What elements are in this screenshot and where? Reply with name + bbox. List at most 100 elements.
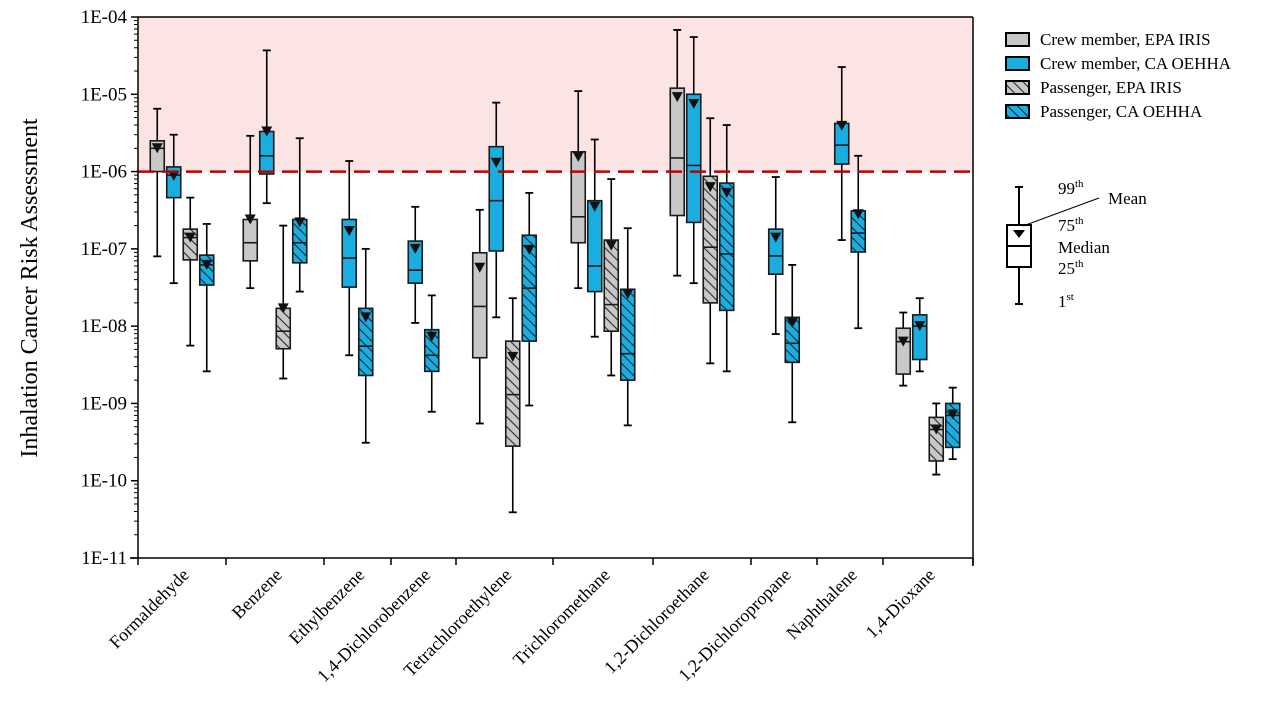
category-group-benzene xyxy=(242,49,308,380)
legend-swatch xyxy=(1005,56,1030,71)
category-group-formaldehyde xyxy=(149,107,215,373)
box-passenger-epa-iris xyxy=(275,224,292,380)
mean-marker xyxy=(572,151,584,162)
key-label-mean: Mean xyxy=(1108,189,1147,208)
box-iqr xyxy=(570,151,587,244)
key-mean-marker xyxy=(1013,230,1025,238)
mean-marker xyxy=(671,92,683,103)
y-tick-label: 1E-05 xyxy=(81,84,127,105)
box-iqr xyxy=(669,87,686,217)
legend-item: Passenger, EPA IRIS xyxy=(1005,78,1182,97)
risk-threshold-shaded-region xyxy=(138,17,973,172)
category-group-ethylbenzene xyxy=(341,160,374,444)
mean-marker xyxy=(688,98,700,109)
y-tick-label: 1E-11 xyxy=(81,548,127,569)
box-iqr xyxy=(718,182,735,312)
category-group-trichloromethane xyxy=(570,90,636,427)
box-passenger-ca-oehha xyxy=(357,247,374,444)
y-axis-title: Inhalation Cancer Risk Assessment xyxy=(17,118,43,458)
box-passenger-ca-oehha xyxy=(850,154,867,330)
box-passenger-epa-iris xyxy=(702,117,719,365)
x-category-label: Benzene xyxy=(228,565,286,623)
box-iqr xyxy=(767,228,784,275)
box-crew-member-epa-iris xyxy=(669,29,686,277)
mean-marker xyxy=(507,351,519,362)
legend-label: Passenger, CA OEHHA xyxy=(1040,102,1203,121)
mean-marker xyxy=(409,243,421,254)
box-iqr xyxy=(242,218,259,262)
legend: Crew member, EPA IRIS Crew member, CA OEH… xyxy=(1005,30,1232,121)
legend-swatch xyxy=(1005,80,1030,95)
box-crew-member-ca-oehha xyxy=(833,66,850,241)
box-passenger-epa-iris xyxy=(603,178,620,377)
box-iqr xyxy=(619,288,636,381)
box-crew-member-epa-iris xyxy=(149,107,166,258)
box-crew-member-epa-iris xyxy=(570,90,587,290)
box-iqr xyxy=(423,328,440,373)
key-label-75th: 75th xyxy=(1058,215,1084,235)
box-crew-member-ca-oehha xyxy=(341,160,358,357)
category-group-1-4-dioxane xyxy=(895,297,961,476)
mean-marker xyxy=(261,126,273,137)
box-crew-member-ca-oehha xyxy=(911,297,928,373)
box-iqr xyxy=(471,251,488,359)
mean-marker xyxy=(721,187,733,198)
mean-marker xyxy=(622,289,634,300)
x-category-label: Trichloromethane xyxy=(509,565,614,670)
box-passenger-ca-oehha xyxy=(291,137,308,293)
box-passenger-ca-oehha xyxy=(784,264,801,424)
box-iqr xyxy=(944,402,961,449)
legend-swatch xyxy=(1005,104,1030,119)
legend-swatch xyxy=(1005,32,1030,47)
legend-item: Crew member, EPA IRIS xyxy=(1005,30,1211,49)
box-passenger-epa-iris xyxy=(928,402,945,476)
mean-marker xyxy=(474,262,486,273)
box-iqr xyxy=(702,175,719,304)
box-iqr xyxy=(275,307,292,350)
box-passenger-ca-oehha xyxy=(423,294,440,413)
box-crew-member-epa-iris xyxy=(242,134,259,290)
box-crew-member-ca-oehha xyxy=(586,138,603,338)
mean-marker xyxy=(426,331,438,342)
box-iqr xyxy=(603,239,620,333)
mean-marker xyxy=(294,217,306,228)
x-category-label: Formaldehyde xyxy=(105,565,193,653)
mean-marker xyxy=(168,170,180,181)
legend-label: Passenger, EPA IRIS xyxy=(1040,78,1182,97)
box-crew-member-ca-oehha xyxy=(258,49,275,205)
y-tick-label: 1E-08 xyxy=(81,316,127,337)
box-passenger-ca-oehha xyxy=(944,386,961,461)
legend-label: Crew member, CA OEHHA xyxy=(1040,54,1232,73)
mean-marker xyxy=(897,336,909,347)
box-crew-member-epa-iris xyxy=(471,208,488,425)
box-iqr xyxy=(784,316,801,364)
key-label-1st: 1st xyxy=(1058,291,1074,311)
mean-marker xyxy=(151,143,163,154)
box-iqr xyxy=(685,93,702,224)
mean-marker xyxy=(770,232,782,243)
legend-label: Crew member, EPA IRIS xyxy=(1040,30,1211,49)
box-passenger-epa-iris xyxy=(504,297,521,514)
mean-marker xyxy=(852,209,864,220)
box-iqr xyxy=(895,327,912,375)
mean-marker xyxy=(589,201,601,212)
mean-marker xyxy=(244,214,256,225)
box-crew-member-ca-oehha xyxy=(407,205,424,324)
legend-item: Passenger, CA OEHHA xyxy=(1005,102,1203,121)
y-tick-label: 1E-10 xyxy=(81,471,127,492)
y-tick-label: 1E-04 xyxy=(81,7,128,28)
mean-marker xyxy=(914,321,926,332)
mean-marker xyxy=(605,240,617,251)
legend-item: Crew member, CA OEHHA xyxy=(1005,54,1232,73)
box-iqr xyxy=(504,340,521,447)
mean-marker xyxy=(184,232,196,243)
box-iqr xyxy=(928,416,945,462)
box-iqr xyxy=(341,218,358,288)
box-crew-member-ca-oehha xyxy=(685,36,702,285)
box-iqr xyxy=(258,130,275,175)
box-crew-member-ca-oehha xyxy=(165,133,182,285)
box-passenger-ca-oehha xyxy=(198,223,215,373)
y-tick-label: 1E-09 xyxy=(81,393,127,414)
mean-marker xyxy=(786,317,798,328)
x-category-label: 1,4-Dioxane xyxy=(861,565,938,642)
